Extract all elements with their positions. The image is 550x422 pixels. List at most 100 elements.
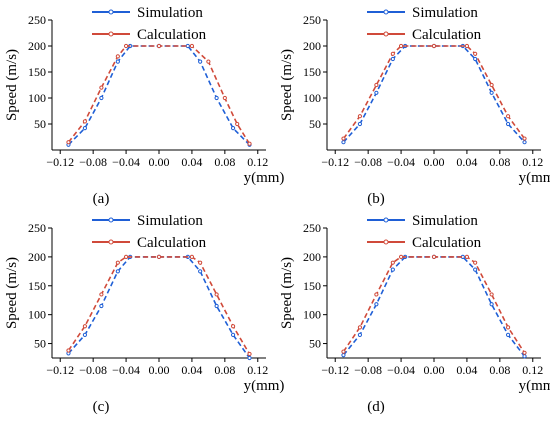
y-tick-label: 200 [303, 250, 321, 264]
x-tick-label: 0.08 [489, 363, 510, 377]
data-point-simulation [357, 332, 363, 337]
data-point-calculation [82, 119, 88, 124]
data-point-calculation [464, 43, 470, 49]
data-point-calculation [123, 254, 129, 259]
data-point-calculation [341, 349, 346, 354]
data-point-calculation [473, 260, 478, 265]
legend-marker-simulation [108, 217, 114, 223]
data-point-simulation [115, 269, 120, 274]
data-point-calculation [189, 254, 195, 259]
data-point-simulation [99, 95, 104, 101]
series-line-calculation [342, 45, 526, 140]
y-axis-title: Speed (m/s) [279, 49, 295, 121]
y-axis-title: Speed (m/s) [4, 257, 20, 329]
data-point-simulation [115, 59, 120, 64]
legend-marker-calculation [108, 239, 114, 245]
data-point-calculation [222, 95, 227, 101]
data-point-calculation [374, 292, 379, 297]
y-tick-label: 100 [28, 308, 46, 322]
data-point-simulation [82, 126, 88, 131]
data-point-calculation [505, 114, 511, 119]
data-point-simulation [99, 303, 104, 309]
y-tick-label: 250 [303, 221, 321, 235]
x-axis-title: y(mm) [519, 170, 550, 186]
x-tick-label: 0.12 [247, 155, 268, 169]
y-tick-label: 50 [34, 117, 46, 131]
legend-label-simulation: Simulation [412, 213, 478, 229]
data-point-simulation [390, 56, 395, 62]
data-point-calculation [247, 351, 252, 357]
legend-marker-calculation [383, 239, 389, 245]
data-point-calculation [431, 254, 437, 259]
y-tick-label: 200 [28, 39, 46, 53]
data-point-simulation [341, 140, 346, 145]
x-tick-label: −0.08 [354, 155, 382, 169]
series-line-simulation [67, 256, 251, 359]
x-tick-label: −0.08 [79, 155, 107, 169]
legend-label-calculation: Calculation [412, 235, 482, 251]
data-point-simulation [473, 267, 478, 272]
x-tick-label: −0.12 [46, 155, 74, 169]
data-point-simulation [489, 90, 494, 95]
data-point-simulation [390, 267, 395, 272]
data-point-calculation [341, 136, 346, 141]
data-point-calculation [522, 136, 527, 141]
data-point-calculation [156, 254, 162, 259]
x-tick-label: 0.12 [522, 155, 543, 169]
data-point-simulation [473, 56, 478, 62]
data-point-simulation [198, 269, 203, 274]
panel-label: (a) [93, 191, 110, 207]
data-point-calculation [230, 324, 236, 329]
data-point-calculation [464, 254, 470, 259]
data-point-simulation [522, 140, 527, 145]
y-tick-label: 200 [303, 39, 321, 53]
x-tick-label: −0.04 [112, 155, 140, 169]
data-point-calculation [214, 292, 219, 297]
legend-marker-calculation [108, 31, 114, 37]
y-tick-label: 150 [303, 65, 321, 79]
legend-label-calculation: Calculation [412, 27, 482, 43]
data-point-calculation [189, 43, 195, 49]
y-tick-label: 100 [303, 91, 321, 105]
x-tick-label: −0.04 [387, 363, 415, 377]
legend-label-simulation: Simulation [137, 213, 203, 229]
legend-marker-simulation [108, 9, 114, 15]
data-point-calculation [82, 324, 88, 329]
x-tick-label: −0.04 [387, 155, 415, 169]
y-tick-label: 50 [309, 117, 321, 131]
x-tick-label: 0.12 [522, 363, 543, 377]
data-point-calculation [473, 51, 478, 56]
x-tick-label: −0.12 [46, 363, 74, 377]
data-point-calculation [99, 85, 104, 90]
series-line-calculation [342, 256, 526, 354]
data-point-simulation [185, 43, 190, 49]
chart-panel: 50 100 150 200 250 −0.12 −0.08 −0.04 0.00 0.04 0.0… [279, 213, 550, 415]
legend-marker-simulation [383, 217, 389, 223]
x-tick-label: 0.00 [149, 155, 170, 169]
data-point-calculation [398, 43, 404, 49]
series-line-simulation [67, 45, 251, 146]
x-tick-label: 0.04 [181, 155, 202, 169]
data-point-simulation [230, 126, 236, 131]
data-point-simulation [230, 332, 236, 337]
x-tick-label: 0.00 [424, 363, 445, 377]
y-tick-label: 100 [28, 91, 46, 105]
y-tick-label: 100 [303, 308, 321, 322]
data-point-simulation [505, 121, 511, 127]
series-line-calculation [67, 256, 251, 355]
panel-label: (d) [367, 399, 385, 415]
legend-label-simulation: Simulation [137, 5, 203, 21]
legend-marker-simulation [383, 9, 389, 15]
chart-panel: 50 100 150 200 250 −0.12 −0.08 −0.04 0.00 0.04 0.0… [4, 5, 284, 207]
data-point-simulation [505, 332, 511, 337]
data-point-calculation [431, 43, 437, 49]
legend-label-simulation: Simulation [412, 5, 478, 21]
y-axis-title: Speed (m/s) [279, 257, 295, 329]
panel-label: (c) [93, 399, 110, 415]
data-point-calculation [357, 114, 363, 119]
series-line-simulation [342, 45, 526, 143]
data-point-calculation [156, 43, 162, 49]
data-point-calculation [390, 51, 395, 56]
x-tick-label: 0.08 [214, 363, 235, 377]
